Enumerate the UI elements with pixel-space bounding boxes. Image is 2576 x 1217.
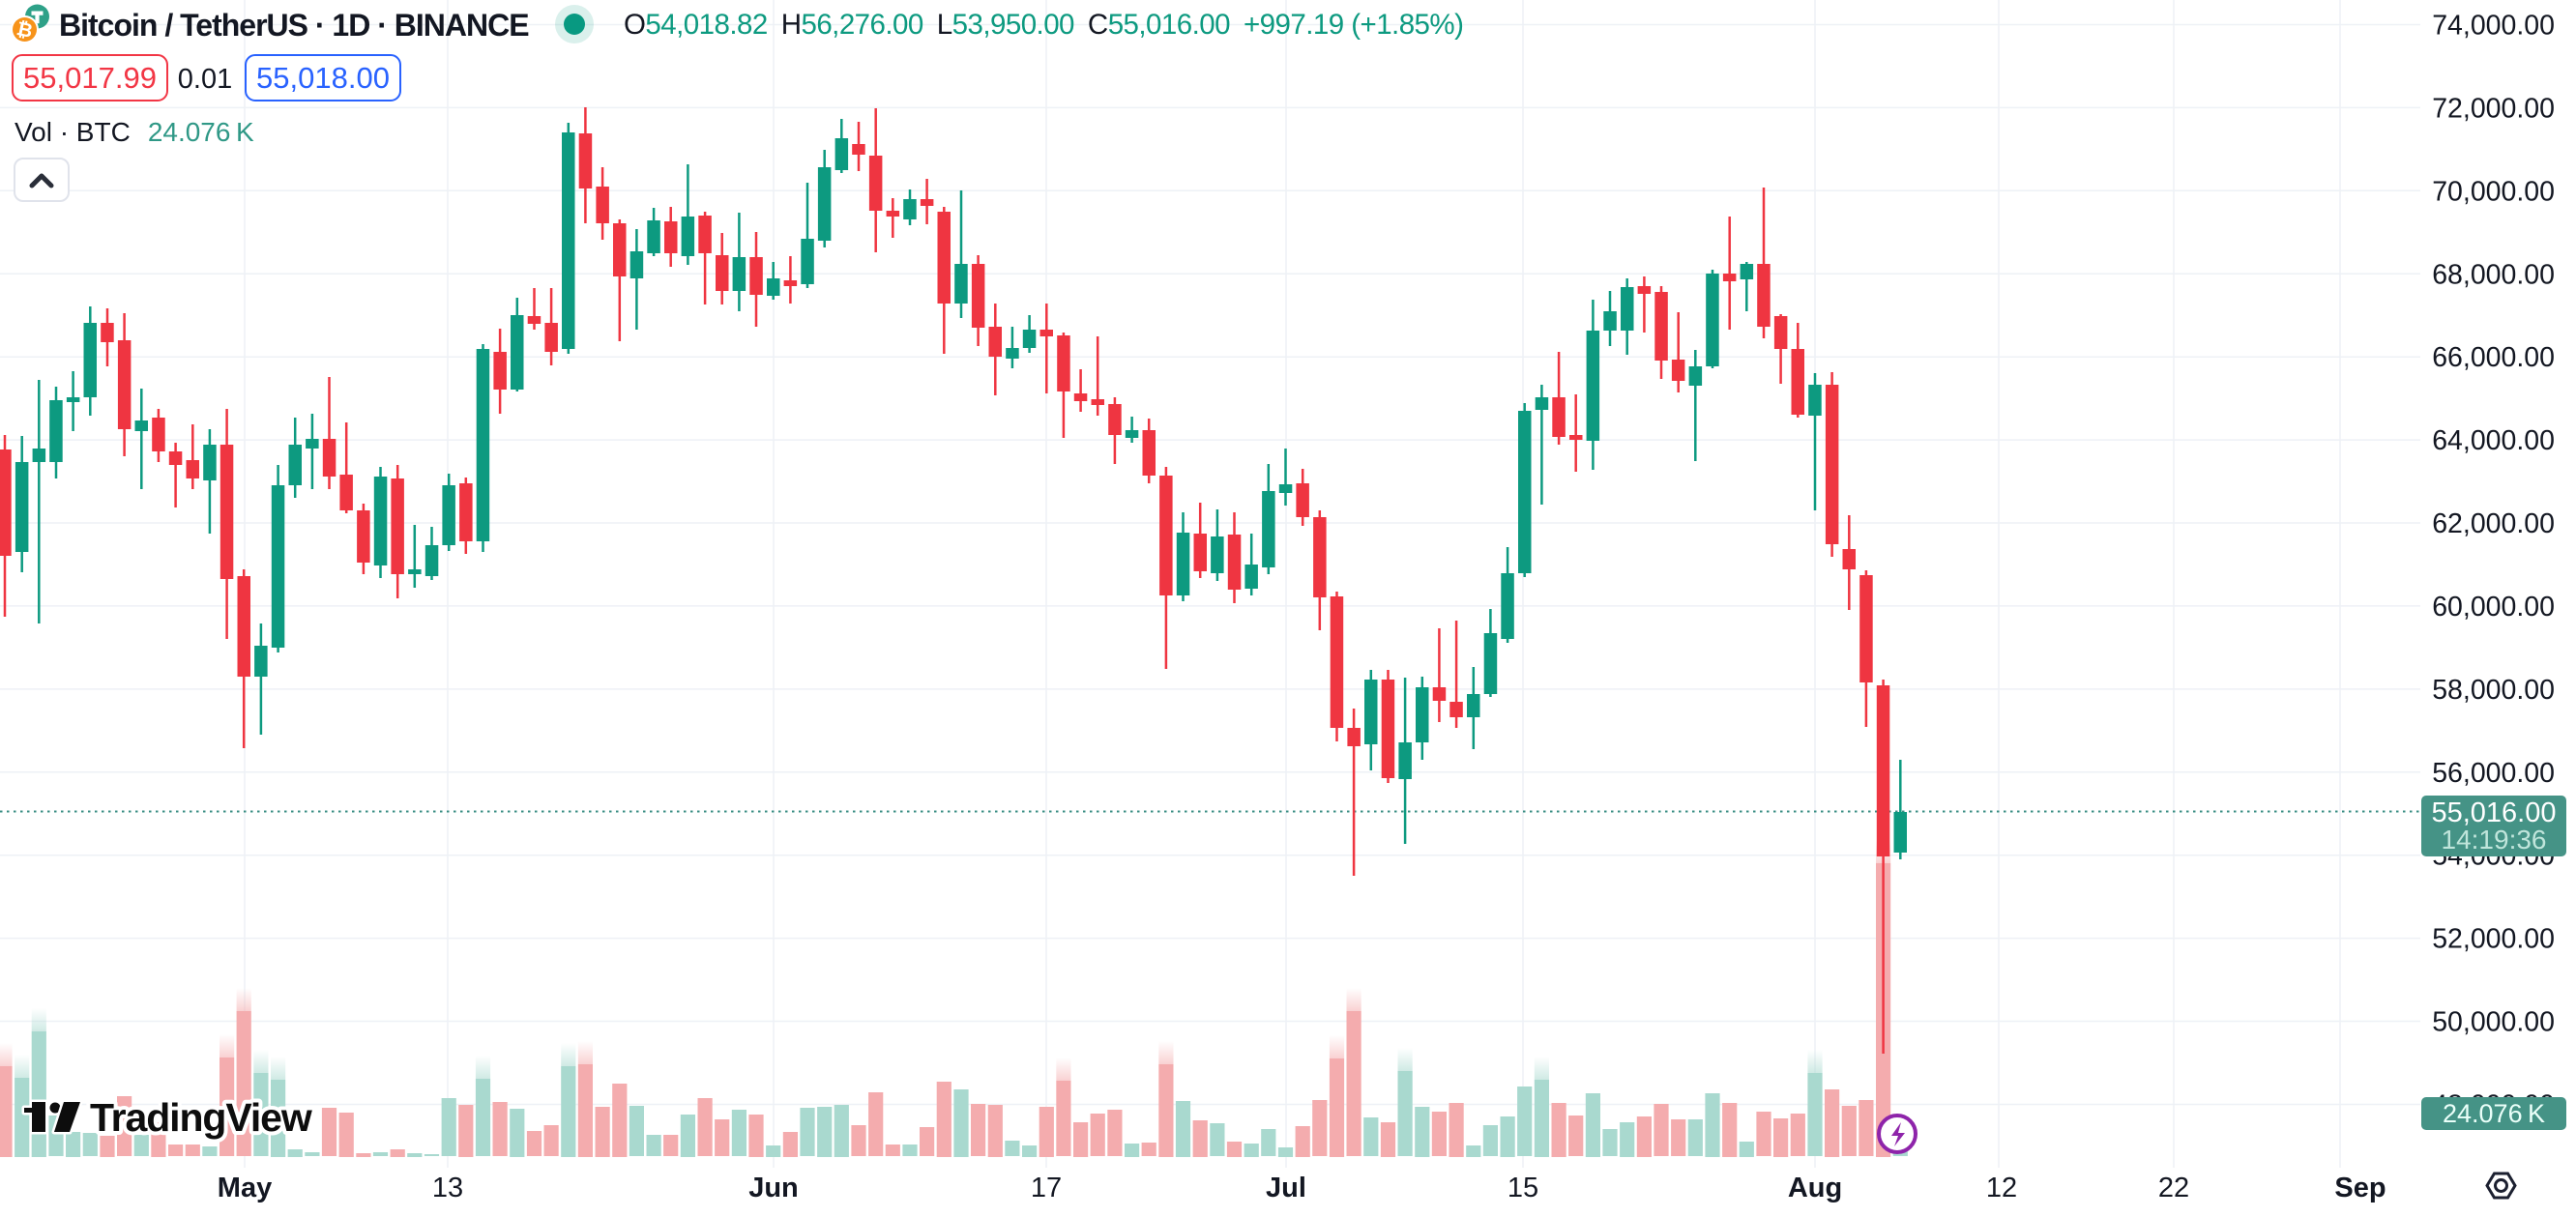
- svg-text:66,000.00: 66,000.00: [2432, 342, 2555, 373]
- svg-text:60,000.00: 60,000.00: [2432, 592, 2555, 623]
- svg-text:55,018.00: 55,018.00: [256, 61, 390, 95]
- svg-text:May: May: [218, 1173, 272, 1203]
- svg-text:58,000.00: 58,000.00: [2432, 675, 2555, 706]
- svg-text:15: 15: [1508, 1173, 1538, 1203]
- svg-text:64,000.00: 64,000.00: [2432, 425, 2555, 456]
- svg-text:22: 22: [2158, 1173, 2189, 1203]
- svg-text:₿: ₿: [15, 18, 35, 43]
- svg-text:14:19:36: 14:19:36: [2442, 825, 2547, 855]
- svg-text:72,000.00: 72,000.00: [2432, 93, 2555, 124]
- svg-text:55,016.00: 55,016.00: [2431, 797, 2556, 828]
- svg-text:0.01: 0.01: [178, 64, 232, 95]
- svg-text:17: 17: [1031, 1173, 1062, 1203]
- svg-text:Jun: Jun: [748, 1173, 799, 1203]
- svg-text:62,000.00: 62,000.00: [2432, 508, 2555, 539]
- svg-text:Jul: Jul: [1266, 1173, 1306, 1203]
- svg-text:24.076 K: 24.076 K: [2443, 1099, 2545, 1128]
- svg-text:56,000.00: 56,000.00: [2432, 758, 2555, 789]
- svg-text:68,000.00: 68,000.00: [2432, 259, 2555, 290]
- svg-text:52,000.00: 52,000.00: [2432, 924, 2555, 955]
- svg-text:12: 12: [1986, 1173, 2017, 1203]
- svg-text:74,000.00: 74,000.00: [2432, 11, 2555, 42]
- svg-text:55,017.99: 55,017.99: [23, 61, 157, 95]
- svg-text:Bitcoin / TetherUS · 1D · BINA: Bitcoin / TetherUS · 1D · BINANCE: [59, 8, 529, 43]
- svg-text:70,000.00: 70,000.00: [2432, 176, 2555, 207]
- svg-text:Aug: Aug: [1788, 1173, 1842, 1203]
- svg-text:TradingView: TradingView: [90, 1095, 312, 1140]
- svg-text:13: 13: [432, 1173, 463, 1203]
- svg-text:Sep: Sep: [2334, 1173, 2386, 1203]
- svg-text:50,000.00: 50,000.00: [2432, 1007, 2555, 1038]
